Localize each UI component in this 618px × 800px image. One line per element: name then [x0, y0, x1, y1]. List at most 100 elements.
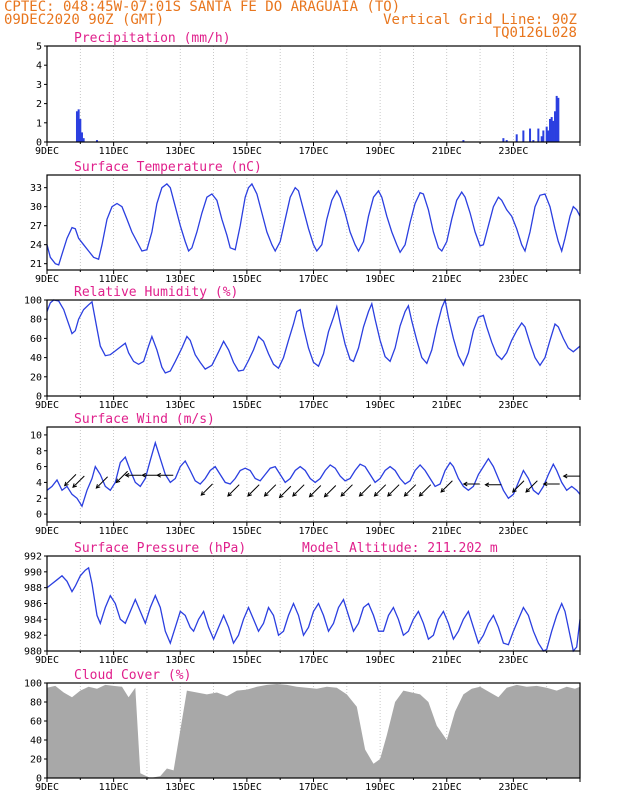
x-tick-label: 17DEC	[298, 782, 328, 793]
y-tick-label: 2	[36, 99, 42, 110]
wind-arrow-head	[115, 478, 121, 484]
y-tick-label: 984	[24, 615, 42, 626]
x-tick-label: 21DEC	[432, 274, 462, 285]
wind-arrow-head	[72, 483, 77, 489]
wind-arrow	[387, 484, 400, 497]
precip-bar	[549, 118, 552, 142]
y-tick-label: 40	[30, 353, 42, 364]
y-tick-label: 21	[30, 259, 42, 270]
x-tick-label: 17DEC	[298, 146, 328, 157]
x-tick-label: 9DEC	[35, 782, 59, 793]
precip-bar	[95, 140, 98, 142]
y-tick-label: 986	[24, 599, 42, 610]
wind-arrow-head	[542, 481, 548, 487]
wind-arrow-head	[358, 492, 364, 497]
wind-arrow	[419, 484, 432, 497]
y-tick-label: 20	[30, 372, 42, 383]
y-tick-label: 40	[30, 736, 42, 747]
precip-bar	[552, 120, 555, 142]
y-tick-label: 33	[30, 183, 42, 194]
x-tick-label: 19DEC	[365, 400, 395, 411]
y-tick-label: 980	[24, 647, 42, 658]
wind-arrow	[525, 480, 538, 493]
x-tick-label: 21DEC	[432, 655, 462, 666]
x-tick-label: 13DEC	[165, 274, 195, 285]
x-tick-label: 17DEC	[298, 400, 328, 411]
x-tick-label: 11DEC	[99, 400, 129, 411]
wind-arrow	[247, 484, 260, 497]
rh-line	[46, 297, 581, 374]
rh-title: Relative Humidity (%)	[74, 285, 238, 300]
x-tick-label: 19DEC	[365, 782, 395, 793]
precip-bar	[75, 111, 78, 142]
precip-bar	[555, 95, 558, 142]
y-tick-label: 4	[36, 478, 42, 489]
x-tick-label: 15DEC	[232, 782, 262, 793]
x-tick-label: 13DEC	[165, 782, 195, 793]
wind-arrow	[309, 485, 322, 498]
x-tick-label: 17DEC	[298, 274, 328, 285]
x-tick-label: 13DEC	[165, 400, 195, 411]
precip-title: Precipitation (mm/h)	[74, 31, 231, 46]
precip-bar	[554, 111, 557, 142]
pressure-frame	[46, 555, 581, 652]
wind-line	[46, 440, 581, 508]
wind-arrow	[95, 476, 108, 489]
x-tick-label: 15DEC	[232, 274, 262, 285]
x-tick-label: 11DEC	[99, 146, 129, 157]
temp-title: Surface Temperature (nC)	[74, 160, 262, 175]
wind-arrow-head	[373, 492, 379, 497]
x-tick-label: 23DEC	[498, 274, 528, 285]
y-tick-label: 0	[36, 510, 42, 521]
y-tick-label: 992	[24, 552, 42, 563]
precip-bar	[529, 128, 532, 142]
x-tick-label: 15DEC	[232, 655, 262, 666]
precip-bar	[550, 117, 553, 142]
y-tick-label: 1	[36, 118, 42, 129]
pressure-annotation: Model Altitude: 211.202 m	[302, 541, 498, 556]
precip-bar	[79, 118, 82, 142]
y-tick-label: 20	[30, 755, 42, 766]
precip-bar	[542, 130, 545, 142]
header-grid-line: Vertical Grid Line: 90Z	[383, 12, 577, 28]
header-line1: CPTEC: 048:45W-07:01S SANTA FE DO ARAGUA…	[4, 0, 401, 15]
wind-arrow	[404, 484, 417, 497]
y-tick-label: 24	[30, 240, 42, 251]
wind-arrow-head	[156, 472, 162, 478]
wind-arrow-head	[63, 481, 69, 487]
wind-arrow	[72, 475, 85, 488]
x-tick-label: 11DEC	[99, 526, 129, 537]
wind-arrow-head	[308, 492, 314, 498]
x-tick-label: 13DEC	[165, 655, 195, 666]
x-tick-label: 11DEC	[99, 782, 129, 793]
precip-bar	[545, 126, 548, 142]
temp-line	[46, 182, 581, 266]
wind-arrow	[324, 485, 337, 498]
wind-arrow-head	[403, 492, 409, 497]
x-tick-label: 19DEC	[365, 526, 395, 537]
wind-arrow-head	[418, 492, 424, 497]
y-tick-label: 4	[36, 61, 42, 72]
x-tick-label: 19DEC	[365, 274, 395, 285]
wind-arrow	[200, 483, 213, 496]
pressure-line	[46, 566, 581, 653]
header-model-id: TQ0126L028	[492, 25, 577, 41]
x-tick-label: 17DEC	[298, 655, 328, 666]
y-tick-label: 0	[36, 774, 42, 785]
x-tick-label: 11DEC	[99, 655, 129, 666]
x-tick-label: 21DEC	[432, 782, 462, 793]
precip-bar	[537, 128, 540, 142]
wind-arrow-head	[525, 488, 531, 493]
x-tick-label: 15DEC	[232, 400, 262, 411]
wind-arrow	[227, 484, 240, 497]
wind-arrow-head	[562, 473, 568, 479]
x-tick-label: 19DEC	[365, 146, 395, 157]
y-tick-label: 0	[36, 138, 42, 149]
wind-arrow-head	[387, 492, 392, 497]
y-tick-label: 5	[36, 42, 42, 53]
x-tick-label: 23DEC	[498, 526, 528, 537]
y-tick-label: 988	[24, 583, 42, 594]
x-tick-label: 23DEC	[498, 655, 528, 666]
precip-bar	[522, 130, 525, 142]
